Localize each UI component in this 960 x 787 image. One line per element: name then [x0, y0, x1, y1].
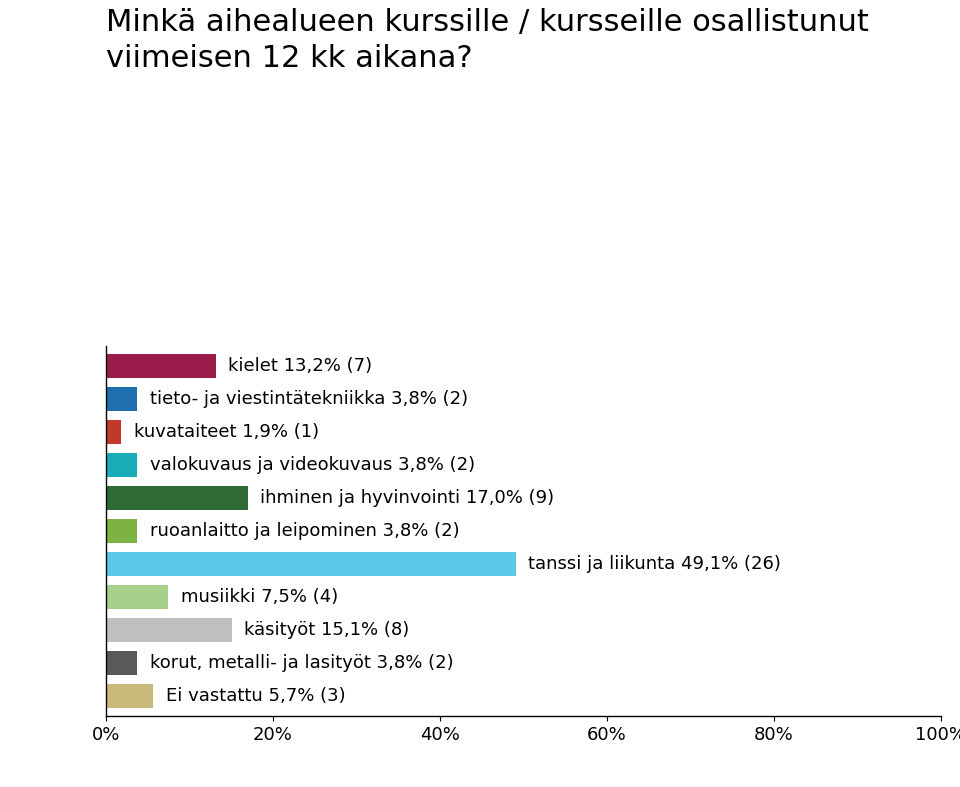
Bar — [106, 453, 137, 477]
Text: kielet 13,2% (7): kielet 13,2% (7) — [228, 357, 372, 375]
Text: kuvataiteet 1,9% (1): kuvataiteet 1,9% (1) — [134, 423, 319, 442]
Text: tanssi ja liikunta 49,1% (26): tanssi ja liikunta 49,1% (26) — [528, 556, 781, 573]
Bar — [106, 586, 168, 609]
Text: musiikki 7,5% (4): musiikki 7,5% (4) — [180, 588, 338, 606]
Bar — [106, 619, 231, 642]
Bar — [106, 552, 516, 576]
Bar — [106, 420, 122, 444]
Text: ruoanlaitto ja leipominen 3,8% (2): ruoanlaitto ja leipominen 3,8% (2) — [150, 523, 460, 540]
Text: valokuvaus ja videokuvaus 3,8% (2): valokuvaus ja videokuvaus 3,8% (2) — [150, 456, 475, 475]
Bar — [106, 685, 154, 708]
Text: käsityöt 15,1% (8): käsityöt 15,1% (8) — [244, 621, 410, 639]
Text: Ei vastattu 5,7% (3): Ei vastattu 5,7% (3) — [166, 687, 346, 705]
Text: Minkä aihealueen kurssille / kursseille osallistunut
viimeisen 12 kk aikana?: Minkä aihealueen kurssille / kursseille … — [106, 8, 869, 72]
Bar — [106, 652, 137, 675]
Bar — [106, 519, 137, 543]
Text: tieto- ja viestintätekniikka 3,8% (2): tieto- ja viestintätekniikka 3,8% (2) — [150, 390, 468, 408]
Bar — [106, 486, 248, 510]
Bar — [106, 387, 137, 411]
Bar — [106, 354, 216, 378]
Text: ihminen ja hyvinvointi 17,0% (9): ihminen ja hyvinvointi 17,0% (9) — [260, 490, 554, 507]
Text: korut, metalli- ja lasityöt 3,8% (2): korut, metalli- ja lasityöt 3,8% (2) — [150, 654, 453, 672]
